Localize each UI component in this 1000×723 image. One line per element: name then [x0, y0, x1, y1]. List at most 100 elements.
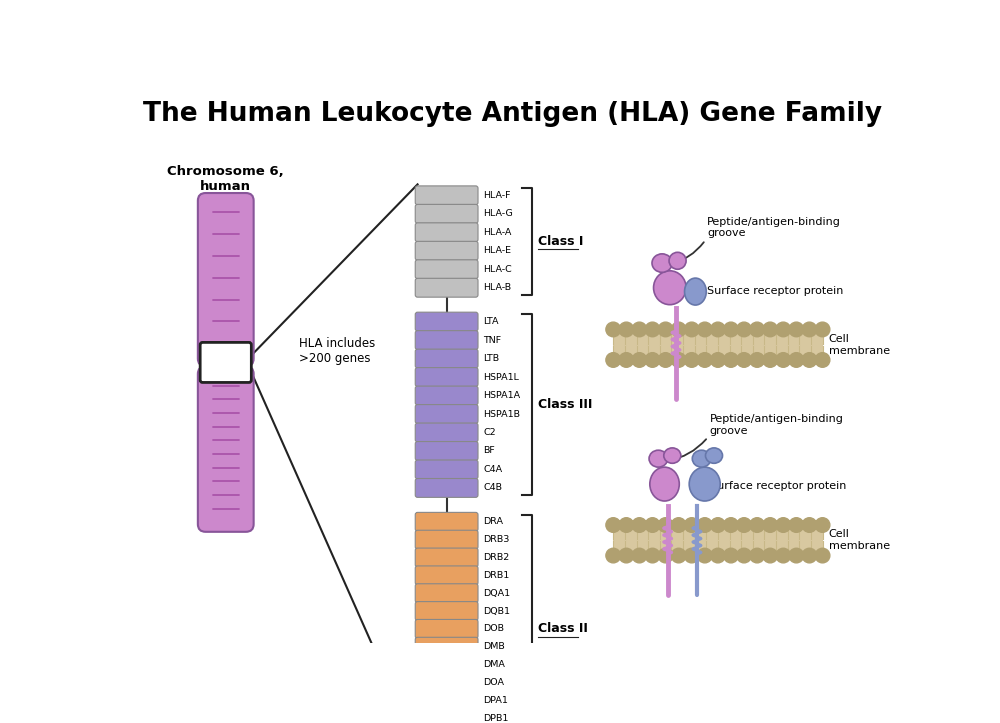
Text: HSPA1L: HSPA1L [483, 372, 519, 382]
Circle shape [737, 353, 751, 367]
Ellipse shape [649, 450, 668, 467]
Ellipse shape [685, 278, 706, 305]
Ellipse shape [654, 271, 686, 304]
Circle shape [658, 353, 673, 367]
FancyBboxPatch shape [415, 386, 478, 405]
Text: DRB3: DRB3 [483, 535, 510, 544]
Text: HLA-G: HLA-G [483, 210, 513, 218]
Circle shape [750, 548, 764, 563]
Circle shape [684, 353, 699, 367]
Circle shape [619, 518, 634, 532]
Circle shape [645, 322, 660, 337]
FancyBboxPatch shape [415, 709, 478, 723]
Ellipse shape [705, 448, 723, 463]
Circle shape [711, 353, 725, 367]
Circle shape [737, 322, 751, 337]
Circle shape [632, 548, 647, 563]
Text: DPB1: DPB1 [483, 714, 509, 722]
Text: DOB: DOB [483, 625, 504, 633]
Text: Peptide/antigen-binding
groove: Peptide/antigen-binding groove [707, 217, 841, 239]
FancyBboxPatch shape [415, 690, 478, 710]
Circle shape [724, 518, 738, 532]
Text: DOA: DOA [483, 678, 504, 687]
Text: DQB1: DQB1 [483, 607, 510, 615]
Circle shape [802, 353, 817, 367]
FancyBboxPatch shape [200, 343, 251, 382]
Text: Cell
membrane: Cell membrane [829, 529, 890, 551]
Ellipse shape [689, 467, 720, 501]
Text: HLA-B: HLA-B [483, 283, 512, 292]
Circle shape [671, 548, 686, 563]
Text: DQA1: DQA1 [483, 589, 511, 598]
Circle shape [632, 322, 647, 337]
FancyBboxPatch shape [415, 620, 478, 638]
Text: Cell
membrane: Cell membrane [829, 334, 890, 356]
Circle shape [645, 353, 660, 367]
FancyBboxPatch shape [415, 241, 478, 260]
Text: C4B: C4B [483, 484, 502, 492]
Text: C2: C2 [483, 428, 496, 437]
Circle shape [606, 353, 621, 367]
FancyBboxPatch shape [613, 521, 822, 560]
Circle shape [776, 518, 791, 532]
Circle shape [619, 322, 634, 337]
FancyBboxPatch shape [415, 602, 478, 620]
Circle shape [789, 353, 804, 367]
FancyBboxPatch shape [415, 205, 478, 223]
FancyBboxPatch shape [415, 312, 478, 331]
Circle shape [632, 353, 647, 367]
FancyBboxPatch shape [415, 442, 478, 461]
Circle shape [763, 548, 778, 563]
Circle shape [658, 548, 673, 563]
FancyBboxPatch shape [415, 530, 478, 549]
Circle shape [815, 353, 830, 367]
Text: Surface receptor protein: Surface receptor protein [710, 482, 846, 492]
Ellipse shape [692, 450, 711, 467]
Circle shape [697, 353, 712, 367]
Ellipse shape [650, 467, 679, 501]
Circle shape [750, 353, 764, 367]
Text: The Human Leukocyte Antigen (HLA) Gene Family: The Human Leukocyte Antigen (HLA) Gene F… [143, 100, 882, 127]
FancyBboxPatch shape [415, 513, 478, 531]
Text: LTB: LTB [483, 354, 500, 363]
FancyBboxPatch shape [415, 423, 478, 442]
Circle shape [789, 548, 804, 563]
FancyBboxPatch shape [415, 479, 478, 497]
Circle shape [606, 548, 621, 563]
Circle shape [802, 548, 817, 563]
Circle shape [724, 353, 738, 367]
Text: DRB2: DRB2 [483, 553, 510, 562]
Circle shape [802, 518, 817, 532]
Circle shape [763, 518, 778, 532]
FancyBboxPatch shape [415, 460, 478, 479]
Text: Chromosome 6,
human: Chromosome 6, human [167, 165, 284, 193]
Text: Class III: Class III [538, 398, 592, 411]
FancyBboxPatch shape [415, 223, 478, 241]
Text: HLA-A: HLA-A [483, 228, 512, 237]
Text: DRA: DRA [483, 518, 503, 526]
Circle shape [711, 548, 725, 563]
Circle shape [724, 548, 738, 563]
Text: Surface receptor protein: Surface receptor protein [707, 286, 843, 296]
Text: DRB1: DRB1 [483, 571, 510, 580]
Text: C4A: C4A [483, 465, 503, 474]
Circle shape [645, 548, 660, 563]
Text: Class II: Class II [538, 623, 588, 636]
Circle shape [671, 322, 686, 337]
Circle shape [619, 353, 634, 367]
FancyBboxPatch shape [415, 583, 478, 603]
Text: HLA-C: HLA-C [483, 265, 512, 274]
Circle shape [658, 322, 673, 337]
Text: Peptide/antigen-binding
groove: Peptide/antigen-binding groove [710, 414, 843, 435]
Ellipse shape [669, 252, 686, 269]
Text: HLA-F: HLA-F [483, 191, 511, 200]
FancyBboxPatch shape [415, 330, 478, 349]
Circle shape [750, 518, 764, 532]
Text: BF: BF [483, 447, 495, 455]
Circle shape [711, 518, 725, 532]
Text: DMA: DMA [483, 660, 505, 669]
Circle shape [776, 353, 791, 367]
FancyBboxPatch shape [415, 566, 478, 585]
FancyBboxPatch shape [415, 186, 478, 205]
Circle shape [724, 322, 738, 337]
